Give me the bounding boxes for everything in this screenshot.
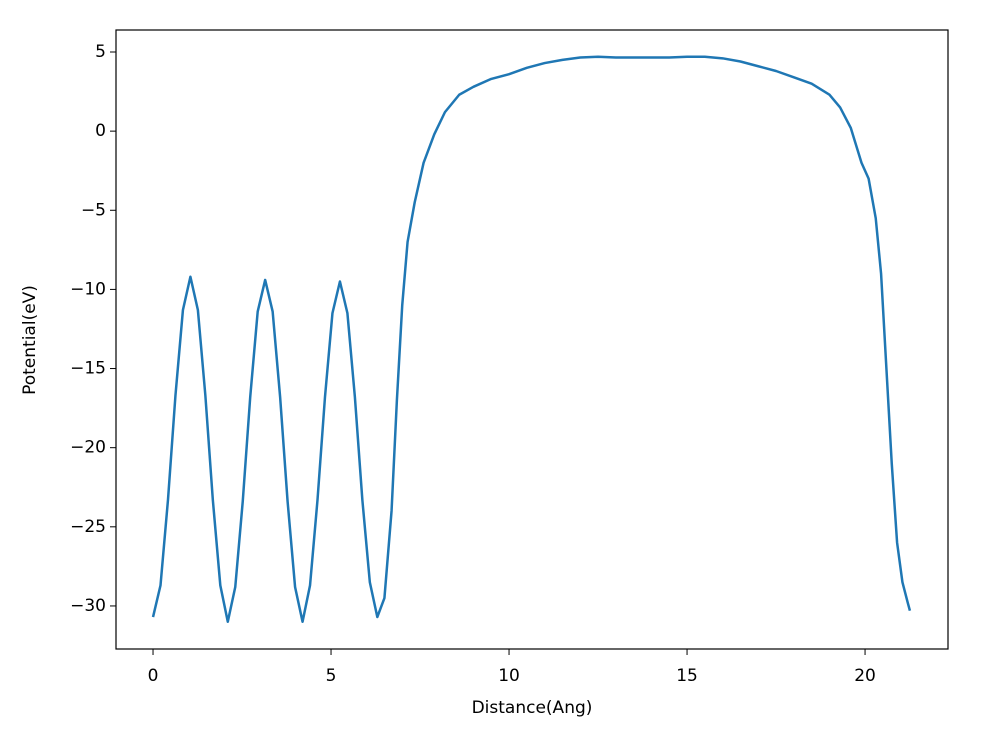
y-tick-label: 0	[95, 121, 106, 141]
x-axis-label: Distance(Ang)	[472, 698, 593, 718]
y-tick-label: −20	[70, 438, 106, 458]
x-tick-label: 15	[676, 666, 698, 686]
y-axis-label: Potential(eV)	[20, 285, 40, 395]
y-tick-label: 5	[95, 42, 106, 62]
data-line	[151, 55, 912, 624]
y-tick-label: −25	[70, 517, 106, 537]
plot-frame	[115, 29, 949, 650]
y-tick-label: −10	[70, 279, 106, 299]
x-tick-label: 5	[326, 666, 337, 686]
x-tick-label: 0	[148, 666, 159, 686]
y-tick-label: −15	[70, 359, 106, 379]
y-tick-label: −5	[81, 200, 106, 220]
x-tick-label: 10	[498, 666, 520, 686]
x-tick-label: 20	[854, 666, 876, 686]
y-tick-label: −30	[70, 596, 106, 616]
